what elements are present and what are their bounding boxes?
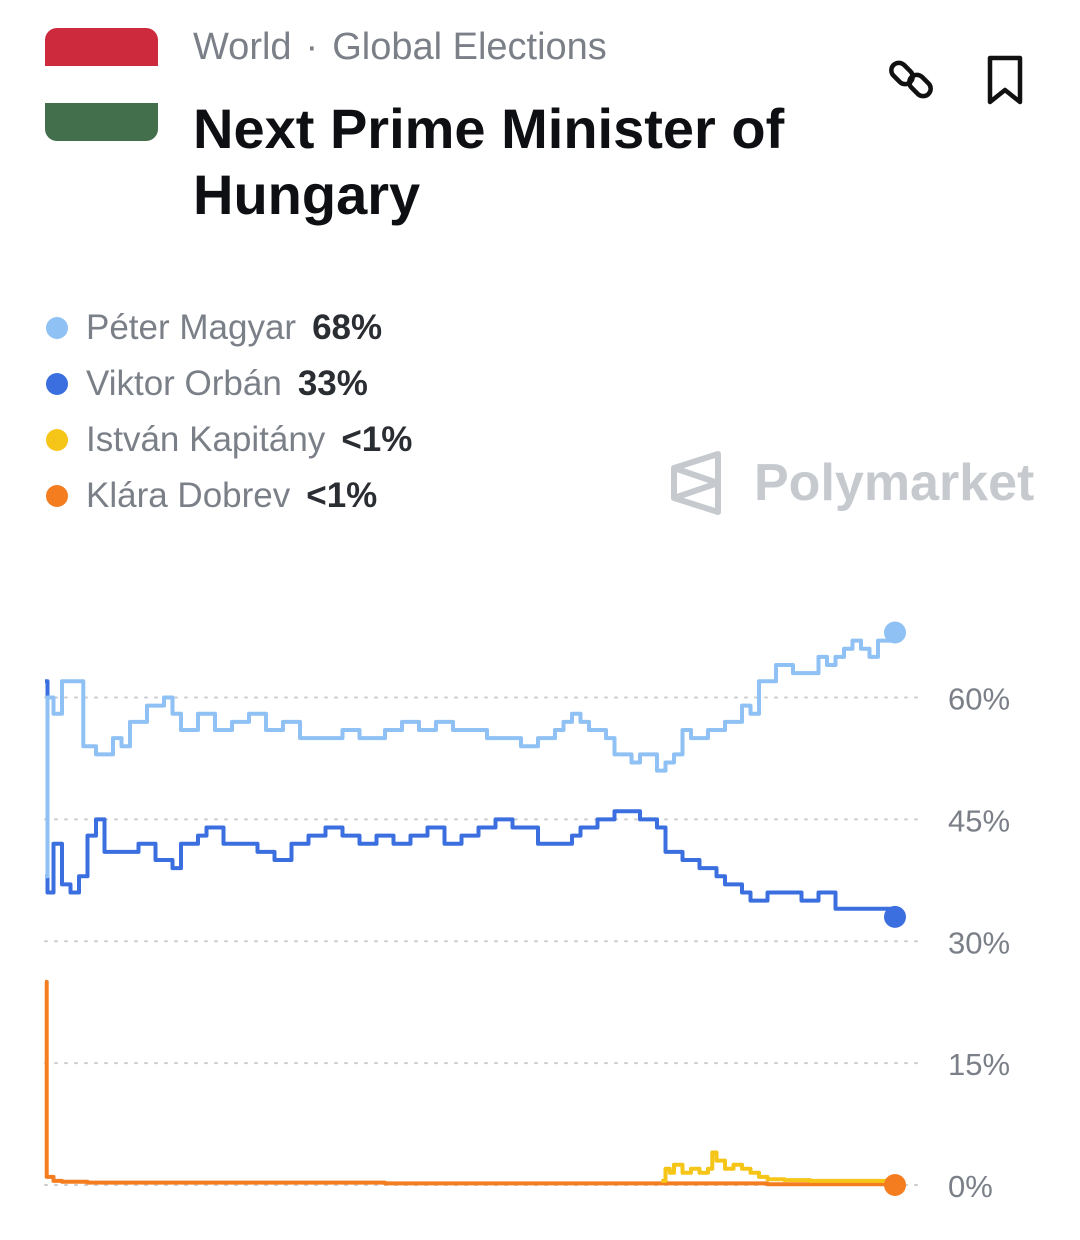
y-tick-label: 15%	[948, 1047, 1010, 1082]
y-tick-label: 45%	[948, 803, 1010, 838]
legend-value: 68%	[312, 308, 383, 347]
breadcrumb: World · Global Elections	[193, 26, 607, 69]
series-end-marker	[884, 905, 906, 928]
legend-value: 33%	[297, 364, 368, 403]
breadcrumb-separator: ·	[305, 26, 319, 68]
legend-item-klara-dobrev[interactable]: Klára Dobrev <1%	[45, 468, 412, 524]
legend-swatch	[46, 429, 68, 451]
flag-stripe-red	[45, 28, 158, 66]
y-tick-label: 60%	[948, 682, 1010, 717]
y-tick-label: 30%	[948, 925, 1010, 960]
legend-swatch	[46, 317, 68, 339]
chart-legend: Péter Magyar 68% Viktor Orbán 33% István…	[45, 300, 412, 524]
legend-item-peter-magyar[interactable]: Péter Magyar 68%	[45, 300, 412, 356]
legend-swatch	[46, 373, 68, 395]
flag-stripe-green	[45, 103, 158, 141]
legend-swatch	[46, 485, 68, 507]
watermark-text: Polymarket	[754, 454, 1035, 512]
legend-name: Viktor Orbán	[86, 364, 282, 403]
bookmark-button[interactable]	[978, 52, 1034, 108]
y-tick-label: 0%	[948, 1169, 993, 1204]
series-line-istv-n-kapit-ny	[661, 1150, 895, 1183]
polymarket-logo-icon	[671, 451, 721, 515]
flag-stripe-white	[45, 65, 158, 104]
page-title: Next Prime Minister of Hungary	[193, 97, 785, 226]
series-line-p-ter-magyar	[45, 632, 897, 879]
series-line-kl-ra-dobrev	[44, 979, 897, 1187]
breadcrumb-world[interactable]: World	[193, 26, 292, 68]
breadcrumb-global-elections[interactable]: Global Elections	[332, 26, 607, 68]
copy-link-button[interactable]	[884, 52, 940, 108]
link-icon	[889, 60, 933, 99]
price-chart: 0% 15% 30% 45% 60%	[44, 621, 1010, 1204]
hungary-flag-icon	[45, 28, 158, 141]
series-line-viktor-orb-n	[45, 679, 897, 917]
legend-name: István Kapitány	[86, 420, 326, 459]
series-end-marker	[884, 621, 906, 644]
legend-name: Klára Dobrev	[86, 476, 291, 515]
legend-item-viktor-orban[interactable]: Viktor Orbán 33%	[45, 356, 412, 412]
legend-value: <1%	[341, 420, 413, 459]
legend-item-istvan-kapitany[interactable]: István Kapitány <1%	[45, 412, 412, 468]
bookmark-icon	[987, 55, 1023, 105]
polymarket-watermark: Polymarket	[668, 450, 1034, 516]
series-end-marker	[884, 1174, 906, 1196]
legend-name: Péter Magyar	[86, 308, 297, 347]
legend-value: <1%	[306, 476, 378, 515]
